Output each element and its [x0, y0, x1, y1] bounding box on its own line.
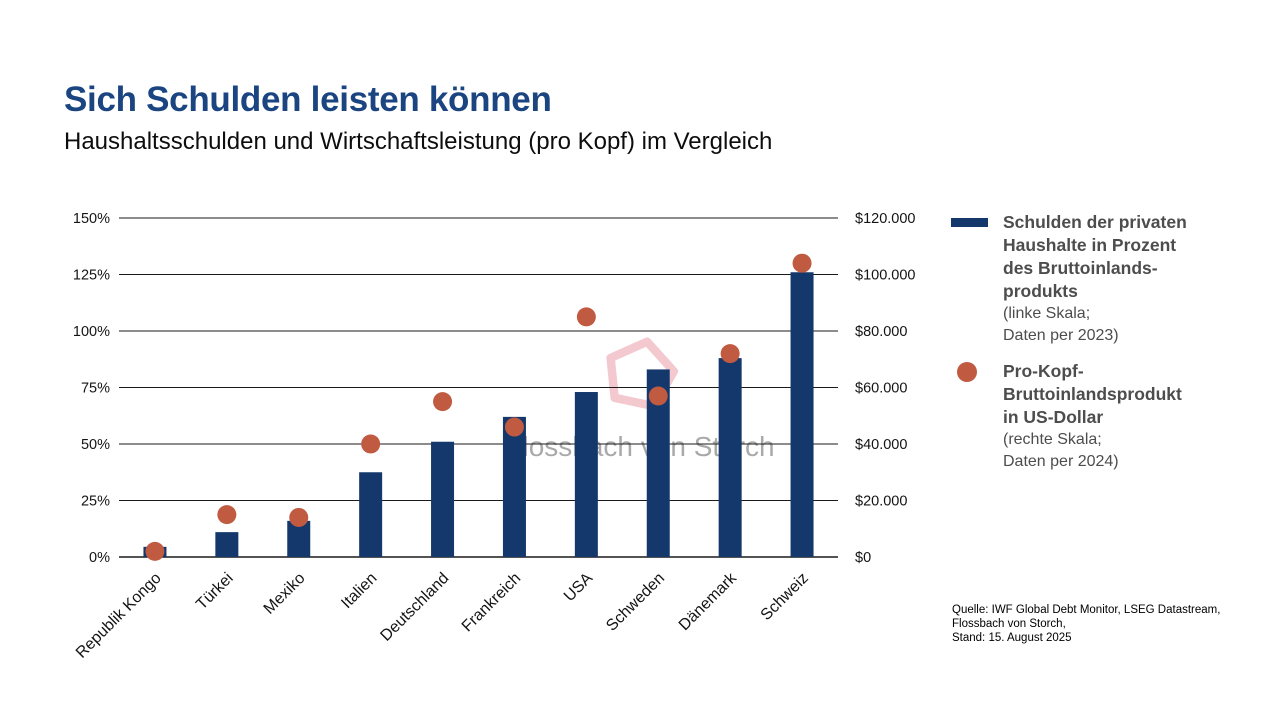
gdp-dot-Dänemark: [720, 344, 740, 364]
gdp-dot-Türkei: [217, 505, 237, 525]
left-axis-tick-label: 150%: [73, 211, 110, 227]
x-axis-label-Türkei: Türkei: [193, 570, 236, 613]
bar-Dänemark: [718, 358, 742, 557]
bar-Türkei: [215, 532, 239, 557]
legend: Schulden der privaten Haushalte in Proze…: [951, 211, 1217, 486]
legend-item-household-debt: Schulden der privaten Haushalte in Proze…: [951, 211, 1217, 346]
gdp-dot-Italien: [361, 434, 381, 454]
legend-label: Schulden der privaten Haushalte in Proze…: [1003, 212, 1187, 301]
right-axis-tick-label: $40.000: [855, 437, 907, 453]
x-axis-label-Schweiz: Schweiz: [758, 570, 812, 624]
bar-Italien: [359, 472, 383, 557]
bar-Schweiz: [790, 272, 814, 557]
gdp-dot-Schweden: [648, 386, 668, 406]
left-axis-tick-label: 100%: [73, 324, 110, 340]
bar-Frankreich: [502, 416, 526, 557]
x-axis-label-Schweden: Schweden: [603, 570, 668, 635]
gdp-dot-Frankreich: [504, 417, 524, 437]
legend-swatch-column: [951, 211, 988, 346]
legend-note: (linke Skala; Daten per 2023): [1003, 305, 1119, 344]
left-axis-tick-label: 50%: [81, 437, 110, 453]
right-axis-tick-label: $60.000: [855, 381, 907, 397]
legend-swatch-column: [951, 360, 988, 472]
left-axis-tick-label: 125%: [73, 268, 110, 284]
page-title: Sich Schulden leisten können: [64, 80, 552, 119]
x-axis-label-Deutschland: Deutschland: [377, 570, 452, 645]
x-axis-label-Mexiko: Mexiko: [261, 570, 309, 618]
legend-note: (rechte Skala; Daten per 2024): [1003, 431, 1119, 470]
gdp-dot-USA: [576, 307, 596, 327]
gdp-dot-Republik Kongo: [145, 541, 165, 561]
x-axis-label-USA: USA: [561, 570, 597, 606]
legend-text-block: Schulden der privaten Haushalte in Proze…: [1003, 211, 1187, 346]
left-axis-tick-label: 0%: [89, 550, 110, 566]
bar-series-swatch-icon: [951, 218, 988, 227]
source-note: Quelle: IWF Global Debt Monitor, LSEG Da…: [952, 604, 1221, 644]
legend-text-block: Pro-Kopf- Bruttoinlandsprodukt in US-Dol…: [1003, 360, 1182, 472]
page-subtitle: Haushaltsschulden und Wirtschaftsleistun…: [64, 128, 773, 155]
gdp-dot-Mexiko: [289, 507, 309, 527]
right-axis-tick-label: $20.000: [855, 494, 907, 510]
bar-USA: [574, 392, 598, 557]
bar-Deutschland: [431, 441, 455, 557]
gdp-dot-Deutschland: [433, 392, 453, 412]
left-axis-tick-label: 25%: [81, 494, 110, 510]
right-axis-tick-label: $100.000: [855, 268, 915, 284]
x-axis-label-Dänemark: Dänemark: [676, 569, 741, 634]
legend-label: Pro-Kopf- Bruttoinlandsprodukt in US-Dol…: [1003, 361, 1182, 427]
dot-series-swatch-icon: [957, 362, 977, 382]
bar-Schweden: [646, 369, 670, 557]
left-axis-tick-label: 75%: [81, 381, 110, 397]
x-axis-label-Frankreich: Frankreich: [459, 570, 524, 635]
x-axis-label-Italien: Italien: [338, 570, 380, 612]
right-axis-tick-label: $80.000: [855, 324, 907, 340]
gdp-dot-Schweiz: [792, 253, 812, 273]
right-axis-tick-label: $0: [855, 550, 871, 566]
bar-Mexiko: [287, 520, 311, 557]
legend-item-gdp-per-capita: Pro-Kopf- Bruttoinlandsprodukt in US-Dol…: [951, 360, 1217, 472]
x-axis-label-Republik Kongo: Republik Kongo: [73, 570, 165, 662]
watermark-pentagon-logo-icon: [606, 337, 679, 411]
right-axis-tick-label: $120.000: [855, 211, 915, 227]
